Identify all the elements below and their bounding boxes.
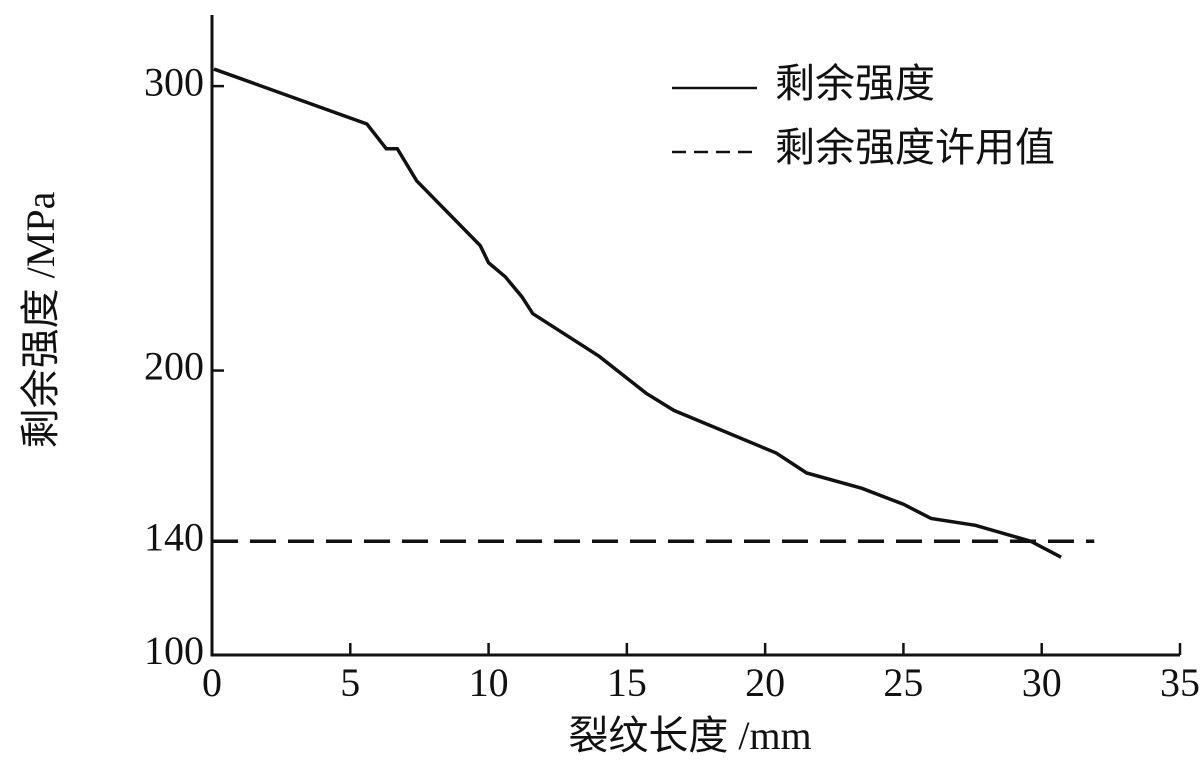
y-tick-label: 100 (144, 628, 204, 673)
series-line (213, 67, 1062, 559)
x-tick-label: 35 (1160, 660, 1200, 705)
x-tick-label: 10 (469, 660, 509, 705)
x-tick-label: 5 (340, 660, 360, 705)
axes (210, 15, 1180, 657)
x-tick-label: 20 (745, 660, 785, 705)
x-axis-label: 裂纹长度 /mm (568, 713, 811, 758)
legend-label: 剩余强度许用值 (775, 125, 1055, 170)
x-tick-label: 25 (883, 660, 923, 705)
legend-label: 剩余强度 (775, 61, 935, 106)
x-tick-label: 15 (607, 660, 647, 705)
y-tick-label: 300 (144, 59, 204, 104)
y-axis-label: 剩余强度 /MPa (18, 191, 63, 448)
y-tick-label: 140 (144, 514, 204, 559)
x-tick-label: 30 (1022, 660, 1062, 705)
x-tick-label: 0 (202, 660, 222, 705)
y-tick-label: 200 (144, 344, 204, 389)
